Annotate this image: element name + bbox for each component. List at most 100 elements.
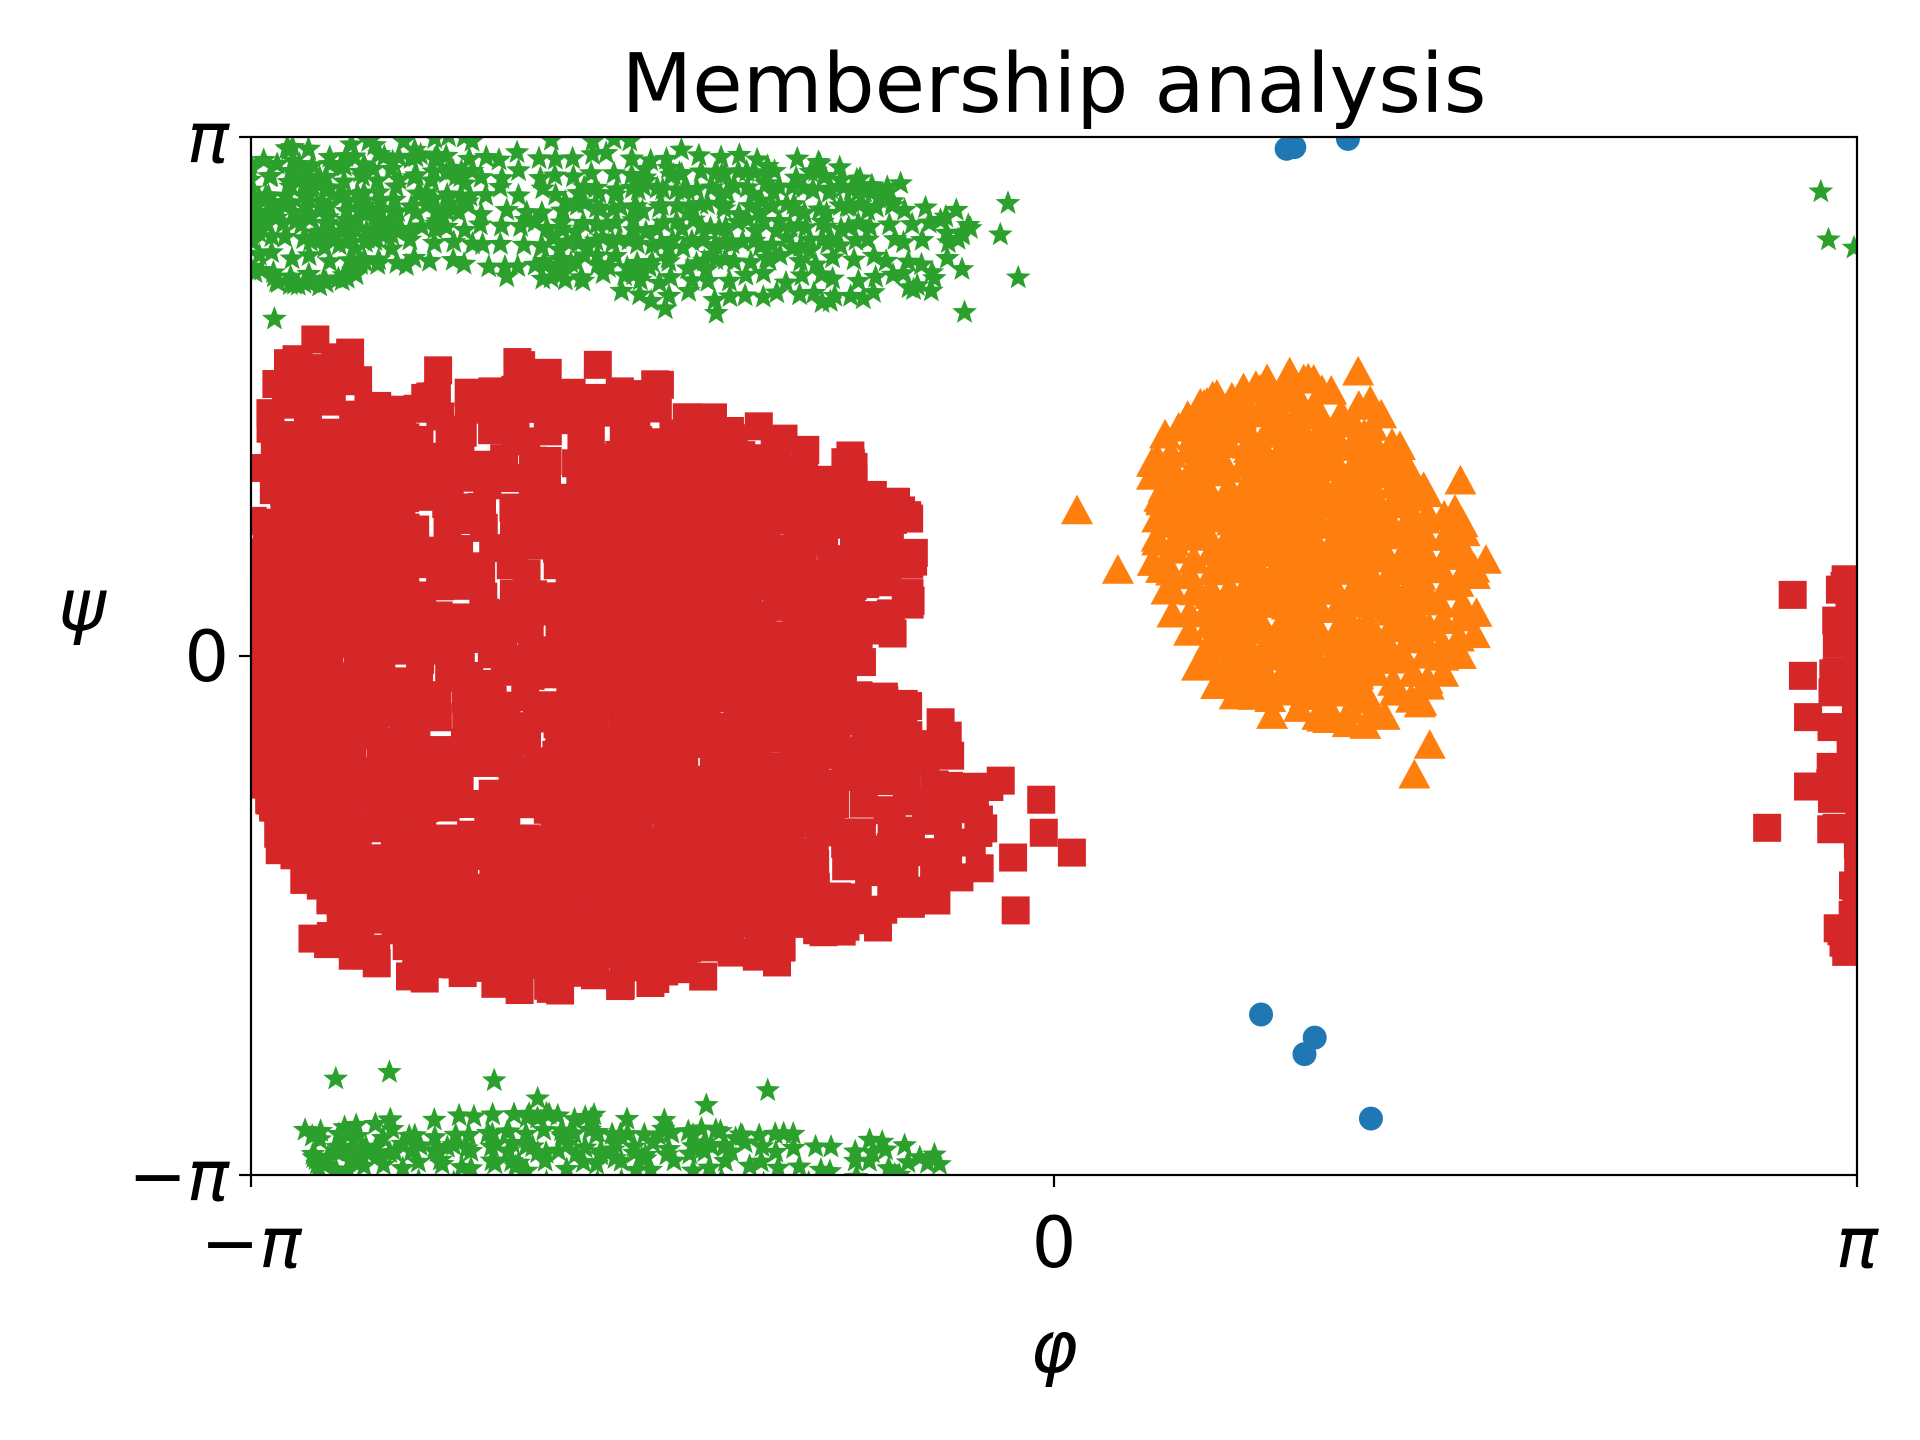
star-marker xyxy=(615,1121,640,1145)
star-marker xyxy=(506,157,531,182)
star-marker xyxy=(873,248,899,272)
star-marker xyxy=(262,306,287,330)
square-marker xyxy=(338,941,367,970)
triangle-marker xyxy=(1061,494,1094,525)
star-marker xyxy=(544,1168,549,1175)
star-marker xyxy=(332,153,357,177)
star-marker xyxy=(538,264,564,289)
triangle-marker xyxy=(1256,699,1289,729)
star-marker xyxy=(422,1124,448,1148)
star-marker xyxy=(548,215,574,240)
square-marker xyxy=(564,623,593,652)
triangle-marker xyxy=(1333,496,1366,527)
triangle-marker xyxy=(1320,674,1353,705)
square-marker xyxy=(505,976,534,1005)
star-marker xyxy=(312,234,337,259)
star-marker xyxy=(734,158,760,183)
star-marker xyxy=(288,211,314,236)
star-marker xyxy=(571,1149,596,1173)
square-marker xyxy=(356,399,385,428)
star-marker xyxy=(711,191,737,216)
star-marker xyxy=(446,199,472,223)
star-marker xyxy=(277,189,303,214)
square-marker xyxy=(256,399,285,428)
star-marker xyxy=(888,170,913,194)
star-marker xyxy=(741,228,767,252)
star-marker xyxy=(421,185,447,210)
star-marker xyxy=(552,188,578,213)
star-marker xyxy=(601,196,626,220)
square-marker xyxy=(382,552,411,581)
star-marker xyxy=(554,228,580,253)
star-marker xyxy=(448,183,474,207)
square-marker xyxy=(717,938,746,967)
square-marker xyxy=(1847,781,1857,810)
star-marker xyxy=(748,1148,774,1173)
triangle-marker xyxy=(1305,437,1338,468)
star-marker xyxy=(543,255,568,279)
star-marker xyxy=(855,197,881,222)
star-marker xyxy=(292,1117,318,1141)
star-marker xyxy=(778,1168,784,1175)
chart-title: Membership analysis xyxy=(622,37,1487,132)
triangle-marker xyxy=(1229,571,1262,602)
star-marker xyxy=(398,193,424,218)
square-marker xyxy=(251,725,257,754)
square-marker xyxy=(619,656,648,685)
square-marker xyxy=(579,930,608,959)
square-marker xyxy=(1844,877,1857,906)
square-marker xyxy=(314,930,343,959)
star-marker xyxy=(316,193,342,217)
star-marker xyxy=(711,1133,737,1158)
star-marker xyxy=(730,228,755,253)
star-marker xyxy=(264,151,290,175)
star-marker xyxy=(398,1138,424,1163)
square-marker xyxy=(926,708,955,737)
star-marker xyxy=(721,248,747,273)
square-marker xyxy=(1846,672,1857,701)
triangle-marker xyxy=(1229,623,1262,653)
star-marker xyxy=(383,217,409,242)
star-marker xyxy=(375,219,401,243)
star-marker xyxy=(251,216,252,218)
star-marker xyxy=(504,139,530,163)
star-marker xyxy=(342,216,368,240)
star-marker xyxy=(689,1115,714,1140)
star-marker xyxy=(294,194,319,219)
star-marker xyxy=(750,284,776,308)
triangle-marker xyxy=(1370,569,1403,599)
square-marker xyxy=(315,807,344,836)
star-marker xyxy=(500,1130,525,1154)
star-marker xyxy=(647,1177,672,1201)
star-marker xyxy=(345,206,370,230)
star-marker xyxy=(470,231,495,255)
star-marker xyxy=(311,223,336,248)
star-marker xyxy=(562,1174,563,1175)
star-marker xyxy=(702,232,728,256)
star-marker xyxy=(295,172,321,196)
star-marker xyxy=(434,214,459,238)
square-marker xyxy=(509,363,538,392)
square-marker xyxy=(547,512,576,541)
star-marker xyxy=(810,227,835,251)
star-marker xyxy=(593,140,619,164)
star-marker xyxy=(648,230,674,254)
square-marker xyxy=(689,962,718,991)
star-marker xyxy=(303,1146,329,1171)
star-marker xyxy=(638,147,664,172)
square-marker xyxy=(344,366,373,395)
star-marker xyxy=(640,232,665,256)
star-marker xyxy=(806,1169,811,1175)
star-marker xyxy=(639,249,665,273)
square-marker xyxy=(591,629,620,658)
star-marker xyxy=(603,243,628,267)
star-marker xyxy=(291,182,316,206)
square-marker xyxy=(643,394,672,423)
star-marker xyxy=(283,208,308,233)
square-marker xyxy=(1788,661,1817,690)
star-marker xyxy=(714,228,740,253)
triangle-marker xyxy=(1261,448,1294,479)
square-marker xyxy=(1794,703,1823,732)
star-marker xyxy=(330,212,355,236)
star-marker xyxy=(679,228,705,252)
